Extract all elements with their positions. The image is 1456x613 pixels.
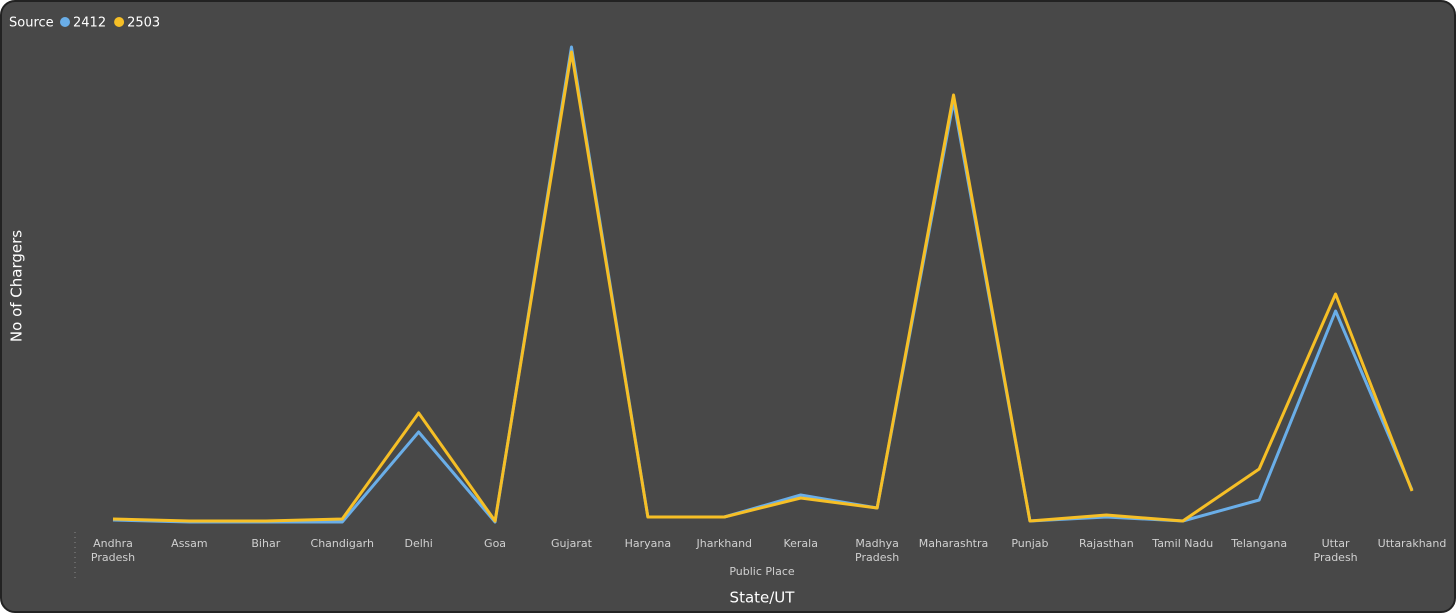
x-tick-label: Maharashtra [918, 537, 989, 550]
x-tick-label: Kerala [783, 537, 818, 550]
x-tick-label: Haryana [624, 537, 672, 550]
legend-label: 2503 [127, 16, 160, 31]
x-tick-label: Madhya Pradesh [855, 537, 900, 564]
x-tick-label: Punjab [1011, 537, 1049, 550]
x-axis-title: State/UT [730, 589, 796, 607]
series-line [112, 50, 1414, 523]
x-tick-label: Jharkhand [696, 537, 753, 550]
x-tick-label: Rajasthan [1079, 537, 1134, 550]
x-tick-label: Bihar [251, 537, 281, 550]
legend-title: Source [9, 16, 54, 31]
x-group-label: Public Place [729, 565, 795, 578]
x-tick-label: Chandigarh [310, 537, 374, 550]
x-tick-label: Uttarakhand [1377, 537, 1447, 550]
legend-marker [60, 17, 70, 27]
legend-label: 2412 [73, 16, 106, 31]
x-tick-label: Assam [171, 537, 208, 550]
y-axis-title: No of Chargers [8, 230, 26, 342]
x-tick-label: Telangana [1231, 537, 1288, 550]
x-tick-label: Goa [484, 537, 507, 550]
x-tick-label: Delhi [404, 537, 433, 550]
x-tick-label: Gujarat [551, 537, 592, 550]
x-tick-label: Andhra Pradesh [90, 537, 136, 564]
x-tick-label: Tamil Nadu [1152, 537, 1214, 550]
legend-marker [114, 17, 125, 27]
x-tick-label: Uttar Pradesh [1313, 537, 1358, 564]
